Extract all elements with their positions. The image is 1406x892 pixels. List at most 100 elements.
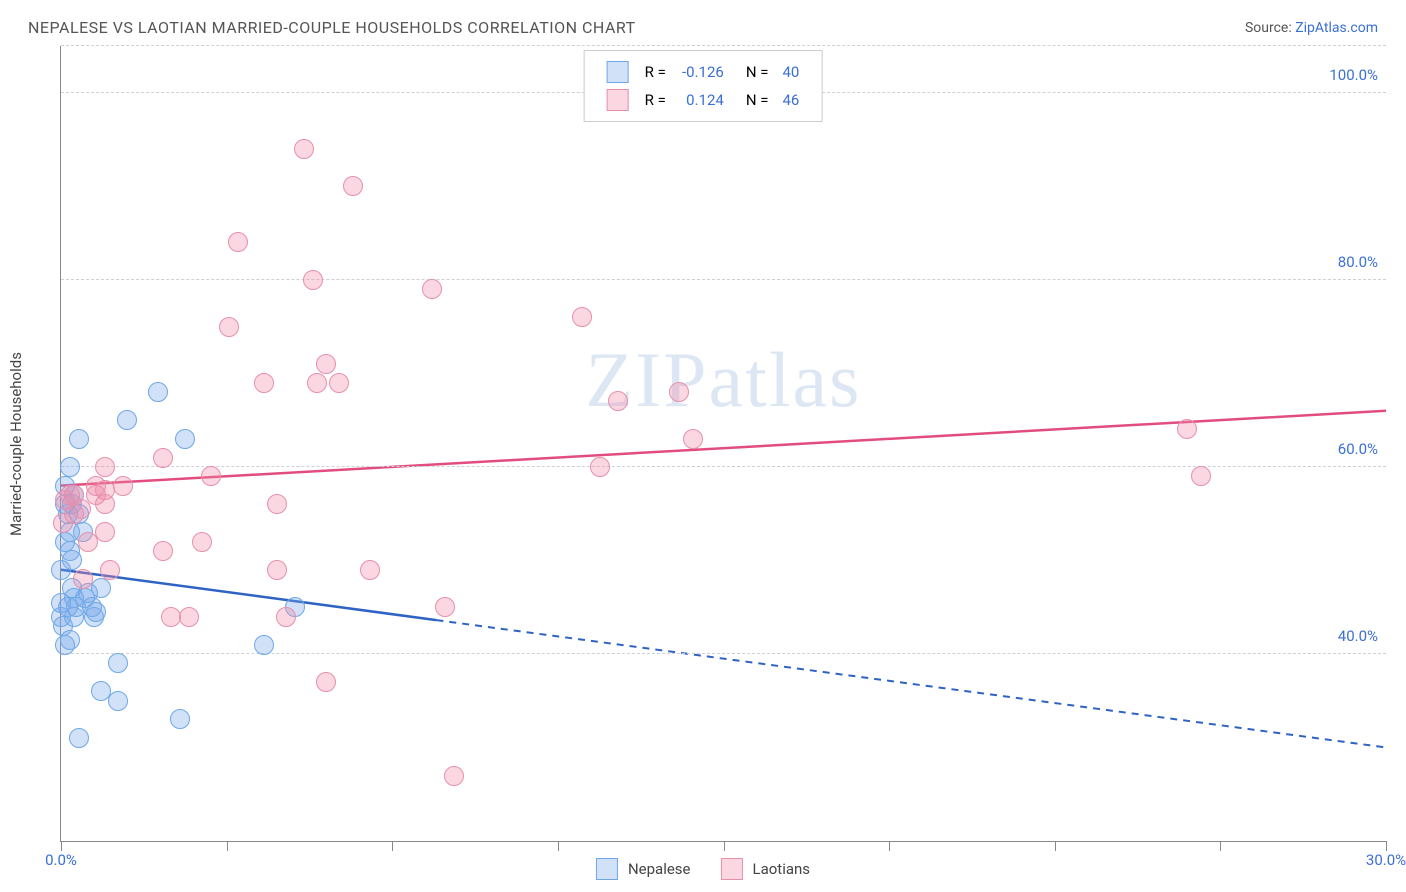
data-point	[51, 593, 71, 613]
data-point	[100, 560, 120, 580]
data-point	[113, 476, 133, 496]
legend-swatch	[596, 858, 618, 880]
legend-R-label: R =	[639, 59, 672, 85]
data-point	[73, 569, 93, 589]
data-point	[572, 307, 592, 327]
legend-series-label: Laotians	[753, 860, 811, 878]
data-point	[267, 560, 287, 580]
plot-area: Married-couple Households ZIPatlas 40.0%…	[60, 46, 1386, 842]
data-point	[254, 373, 274, 393]
data-point	[316, 354, 336, 374]
x-tick	[1220, 841, 1221, 851]
data-point	[219, 317, 239, 337]
x-tick	[558, 841, 559, 851]
data-point	[444, 766, 464, 786]
x-tick-label-start: 0.0%	[45, 851, 77, 869]
data-point	[53, 513, 73, 533]
y-tick-label: 40.0%	[1338, 627, 1378, 645]
gridline	[61, 279, 1386, 280]
y-axis-label: Married-couple Households	[7, 352, 25, 536]
data-point	[170, 709, 190, 729]
x-tick	[392, 841, 393, 851]
data-point	[153, 541, 173, 561]
data-point	[1177, 419, 1197, 439]
gridline	[61, 466, 1386, 467]
source-label: Source: ZipAtlas.com	[1245, 20, 1378, 36]
legend-R-label: R =	[639, 87, 672, 113]
legend-N-label: N =	[732, 87, 775, 113]
data-point	[95, 457, 115, 477]
data-point	[60, 630, 80, 650]
data-point	[669, 382, 689, 402]
legend-stat-row: R =0.124N =46	[601, 87, 806, 113]
data-point	[343, 176, 363, 196]
data-point	[148, 382, 168, 402]
x-tick	[227, 841, 228, 851]
data-point	[329, 373, 349, 393]
data-point	[360, 560, 380, 580]
legend-series-item: Laotians	[721, 858, 811, 880]
legend-R-value: -0.126	[674, 59, 730, 85]
data-point	[153, 448, 173, 468]
data-point	[590, 457, 610, 477]
legend-series: Nepalese Laotians	[596, 858, 810, 880]
data-point	[435, 597, 455, 617]
legend-series-item: Nepalese	[596, 858, 691, 880]
data-point	[192, 532, 212, 552]
legend-series-label: Nepalese	[628, 860, 691, 878]
x-tick-label-end: 30.0%	[1366, 851, 1406, 869]
data-point	[86, 602, 106, 622]
data-point	[294, 139, 314, 159]
data-point	[69, 728, 89, 748]
data-point	[608, 391, 628, 411]
x-tick	[1386, 841, 1387, 851]
plot-inner: Married-couple Households ZIPatlas 40.0%…	[60, 46, 1386, 842]
regression-lines	[61, 46, 1386, 841]
chart-title: NEPALESE VS LAOTIAN MARRIED-COUPLE HOUSE…	[28, 18, 636, 37]
data-point	[95, 494, 115, 514]
source-link[interactable]: ZipAtlas.com	[1295, 20, 1378, 36]
legend-stats: R =-0.126N =40R =0.124N =46	[584, 50, 823, 122]
x-tick	[889, 841, 890, 851]
data-point	[69, 429, 89, 449]
legend-N-label: N =	[732, 59, 775, 85]
x-tick	[724, 841, 725, 851]
y-tick-label: 100.0%	[1329, 66, 1378, 84]
data-point	[86, 476, 106, 496]
data-point	[316, 672, 336, 692]
title-bar: NEPALESE VS LAOTIAN MARRIED-COUPLE HOUSE…	[28, 18, 1378, 37]
legend-N-value: 40	[776, 59, 805, 85]
data-point	[95, 522, 115, 542]
y-tick-label: 80.0%	[1338, 253, 1378, 271]
watermark: ZIPatlas	[586, 335, 862, 425]
legend-R-value: 0.124	[674, 87, 730, 113]
data-point	[55, 490, 75, 510]
legend-stats-table: R =-0.126N =40R =0.124N =46	[599, 57, 808, 115]
source-prefix: Source:	[1245, 20, 1292, 36]
data-point	[60, 457, 80, 477]
data-point	[108, 653, 128, 673]
y-tick-label: 60.0%	[1338, 440, 1378, 458]
gridline	[61, 45, 1386, 46]
data-point	[683, 429, 703, 449]
data-point	[267, 494, 287, 514]
data-point	[91, 578, 111, 598]
data-point	[55, 532, 75, 552]
data-point	[179, 607, 199, 627]
data-point	[276, 607, 296, 627]
data-point	[228, 232, 248, 252]
data-point	[51, 560, 71, 580]
data-point	[307, 373, 327, 393]
data-point	[1191, 466, 1211, 486]
data-point	[422, 279, 442, 299]
x-tick	[1055, 841, 1056, 851]
data-point	[117, 410, 137, 430]
data-point	[108, 691, 128, 711]
data-point	[303, 270, 323, 290]
data-point	[254, 635, 274, 655]
legend-swatch	[721, 858, 743, 880]
x-tick	[61, 841, 62, 851]
legend-stat-row: R =-0.126N =40	[601, 59, 806, 85]
data-point	[175, 429, 195, 449]
data-point	[201, 466, 221, 486]
